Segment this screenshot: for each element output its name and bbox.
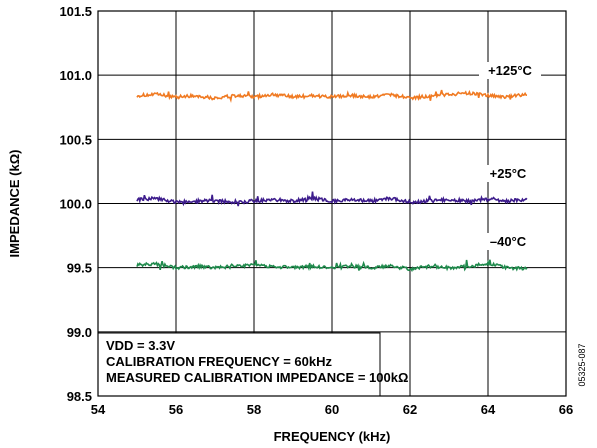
series-line xyxy=(136,89,528,104)
plot-frame xyxy=(97,10,567,397)
y-tick-label: 99.5 xyxy=(67,261,92,276)
tick-labels: 54 56 58 60 62 64 66 98.5 99.0 99.5 100.0 100.5 101.… xyxy=(59,4,573,417)
x-tick-label: 58 xyxy=(247,402,261,417)
series-line xyxy=(136,191,528,207)
y-axis-title: IMPEDANCE (kΩ) xyxy=(7,150,22,258)
series-label: +125°C xyxy=(488,63,532,78)
x-tick-label: 64 xyxy=(481,402,496,417)
note-line: CALIBRATION FREQUENCY = 60kHz xyxy=(106,354,332,369)
y-tick-label: 101.5 xyxy=(59,4,92,19)
figure-id: 05325-087 xyxy=(577,343,587,386)
x-tick-label: 62 xyxy=(403,402,417,417)
series-line xyxy=(136,259,528,273)
series-label-bg xyxy=(479,62,541,79)
x-tick-label: 66 xyxy=(559,402,573,417)
series-label: –40°C xyxy=(490,234,527,249)
x-tick-label: 56 xyxy=(169,402,183,417)
x-axis-title: FREQUENCY (kHz) xyxy=(274,429,391,444)
note-line: MEASURED CALIBRATION IMPEDANCE = 100kΩ xyxy=(106,370,408,385)
series-label-bg xyxy=(477,165,539,182)
y-tick-label: 100.0 xyxy=(59,197,92,212)
series-labels: +125°C +25°C –40°C xyxy=(477,62,541,250)
x-tick-label: 54 xyxy=(91,402,106,417)
y-tick-label: 98.5 xyxy=(67,389,92,404)
y-tick-label: 100.5 xyxy=(59,132,92,147)
data-series xyxy=(136,89,528,273)
series-label-bg xyxy=(477,233,539,250)
notes-box xyxy=(97,332,381,397)
series-label: +25°C xyxy=(490,166,527,181)
x-tick-label: 60 xyxy=(325,402,339,417)
y-tick-label: 101.0 xyxy=(59,68,92,83)
y-tick-label: 99.0 xyxy=(67,325,92,340)
note-line: VDD = 3.3V xyxy=(106,338,175,353)
